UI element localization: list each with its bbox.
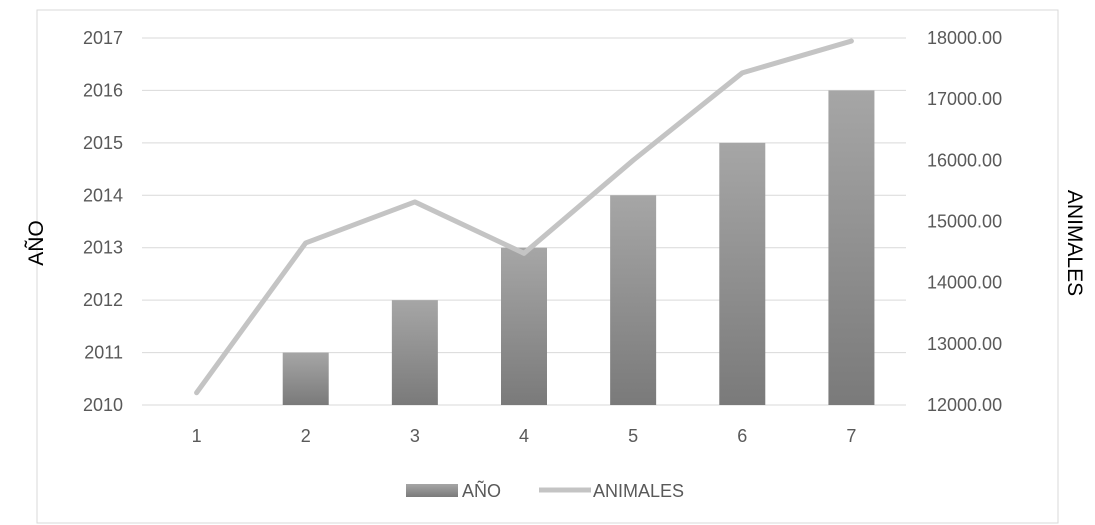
x-tick-label: 2 bbox=[301, 426, 311, 446]
left-tick-label: 2015 bbox=[83, 133, 123, 153]
x-tick-label: 4 bbox=[519, 426, 529, 446]
x-tick-label: 3 bbox=[410, 426, 420, 446]
left-tick-label: 2013 bbox=[83, 238, 123, 258]
bar bbox=[282, 352, 329, 405]
legend: AÑO ANIMALES bbox=[406, 480, 684, 501]
left-axis-title: AÑO bbox=[24, 220, 48, 266]
bar bbox=[391, 300, 438, 405]
right-tick-label: 16000.00 bbox=[927, 150, 1002, 170]
right-tick-label: 15000.00 bbox=[927, 212, 1002, 232]
bar bbox=[610, 195, 657, 405]
x-tick-label: 7 bbox=[846, 426, 856, 446]
line-series bbox=[194, 38, 854, 396]
left-tick-label: 2016 bbox=[83, 80, 123, 100]
chart-border bbox=[36, 9, 1059, 524]
bar bbox=[501, 247, 547, 405]
left-axis-ticks: 2010 2011 2012 2013 2014 2015 2016 2017 bbox=[83, 28, 123, 415]
left-tick-label: 2014 bbox=[83, 185, 123, 205]
right-axis-title: ANIMALES bbox=[1063, 190, 1086, 296]
left-tick-label: 2010 bbox=[83, 395, 123, 415]
right-tick-label: 18000.00 bbox=[927, 28, 1002, 48]
legend-line-label: ANIMALES bbox=[593, 481, 684, 501]
left-tick-label: 2011 bbox=[84, 343, 123, 363]
left-tick-label: 2012 bbox=[83, 290, 123, 310]
left-tick-label: 2017 bbox=[83, 28, 123, 48]
x-tick-label: 1 bbox=[192, 426, 202, 446]
x-tick-label: 6 bbox=[737, 426, 747, 446]
right-tick-label: 12000.00 bbox=[927, 395, 1002, 415]
legend-bar-swatch bbox=[406, 484, 458, 497]
bar bbox=[719, 142, 766, 405]
right-tick-label: 13000.00 bbox=[927, 334, 1002, 354]
bar-series bbox=[282, 90, 875, 405]
x-tick-label: 5 bbox=[628, 426, 638, 446]
x-axis-ticks: 1 2 3 4 5 6 7 bbox=[192, 426, 857, 446]
right-tick-label: 14000.00 bbox=[927, 273, 1002, 293]
legend-bar-label: AÑO bbox=[462, 480, 501, 501]
right-tick-label: 17000.00 bbox=[927, 89, 1002, 109]
bar bbox=[828, 90, 875, 405]
right-axis-ticks: 12000.00 13000.00 14000.00 15000.00 16000.00… bbox=[927, 28, 1002, 415]
